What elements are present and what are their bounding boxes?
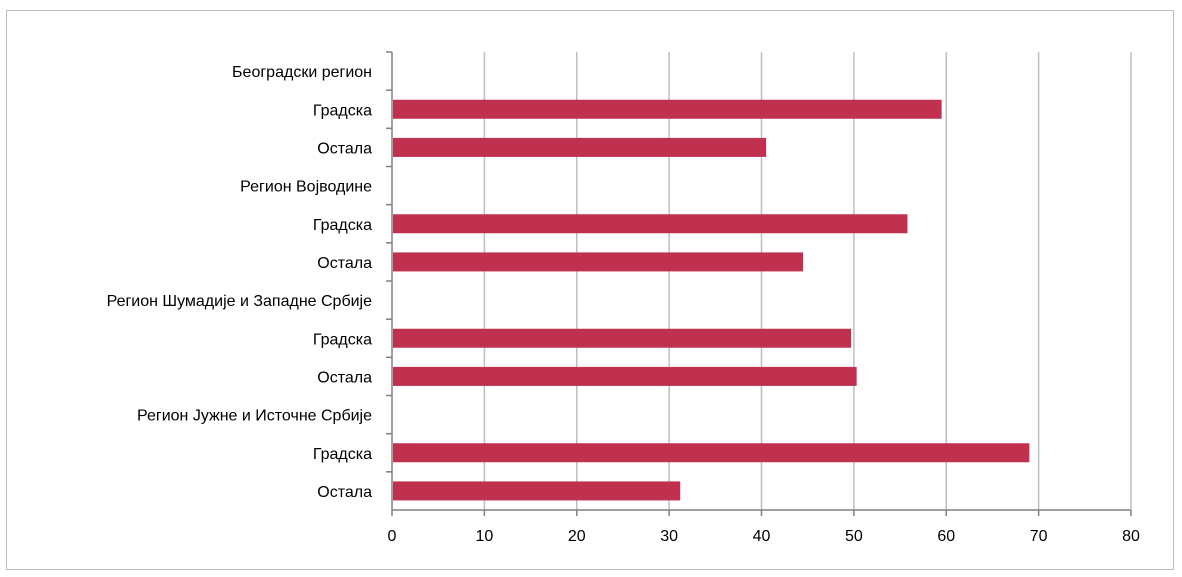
category-label: Градска	[313, 102, 372, 119]
bar	[393, 252, 804, 272]
category-label: Остала	[317, 255, 372, 272]
x-tick-label: 20	[568, 528, 586, 545]
labels: 0 10 20 30 40 50 60 70 80 Београдски регион Градск…	[107, 64, 1140, 545]
bar	[393, 328, 852, 348]
gridlines	[483, 52, 1132, 510]
x-tick-label: 80	[1122, 528, 1140, 545]
x-tick-label: 10	[475, 528, 493, 545]
bar	[393, 366, 857, 386]
bar	[393, 99, 942, 119]
bar	[393, 481, 681, 501]
bar	[393, 137, 767, 157]
x-tick-label: 60	[937, 528, 955, 545]
bars	[393, 99, 1030, 501]
category-label: Градска	[313, 331, 372, 348]
category-label: Градска	[313, 217, 372, 234]
x-tick-label: 40	[753, 528, 771, 545]
x-tick-label: 0	[388, 528, 397, 545]
category-label: Регион Шумадије и Западне Србије	[107, 293, 373, 310]
category-label: Београдски регион	[232, 64, 372, 81]
category-label: Градска	[313, 446, 372, 463]
axes	[386, 51, 1132, 516]
x-tick-label: 70	[1030, 528, 1048, 545]
x-tick-label: 50	[845, 528, 863, 545]
category-label: Остала	[317, 484, 372, 501]
category-label: Остала	[317, 369, 372, 386]
bar	[393, 214, 908, 234]
category-label: Регион Јужне и Источне Србије	[137, 408, 372, 425]
x-tick-label: 30	[660, 528, 678, 545]
category-label: Остала	[317, 140, 372, 157]
category-label: Регион Војводине	[240, 179, 372, 196]
bar	[393, 443, 1030, 463]
